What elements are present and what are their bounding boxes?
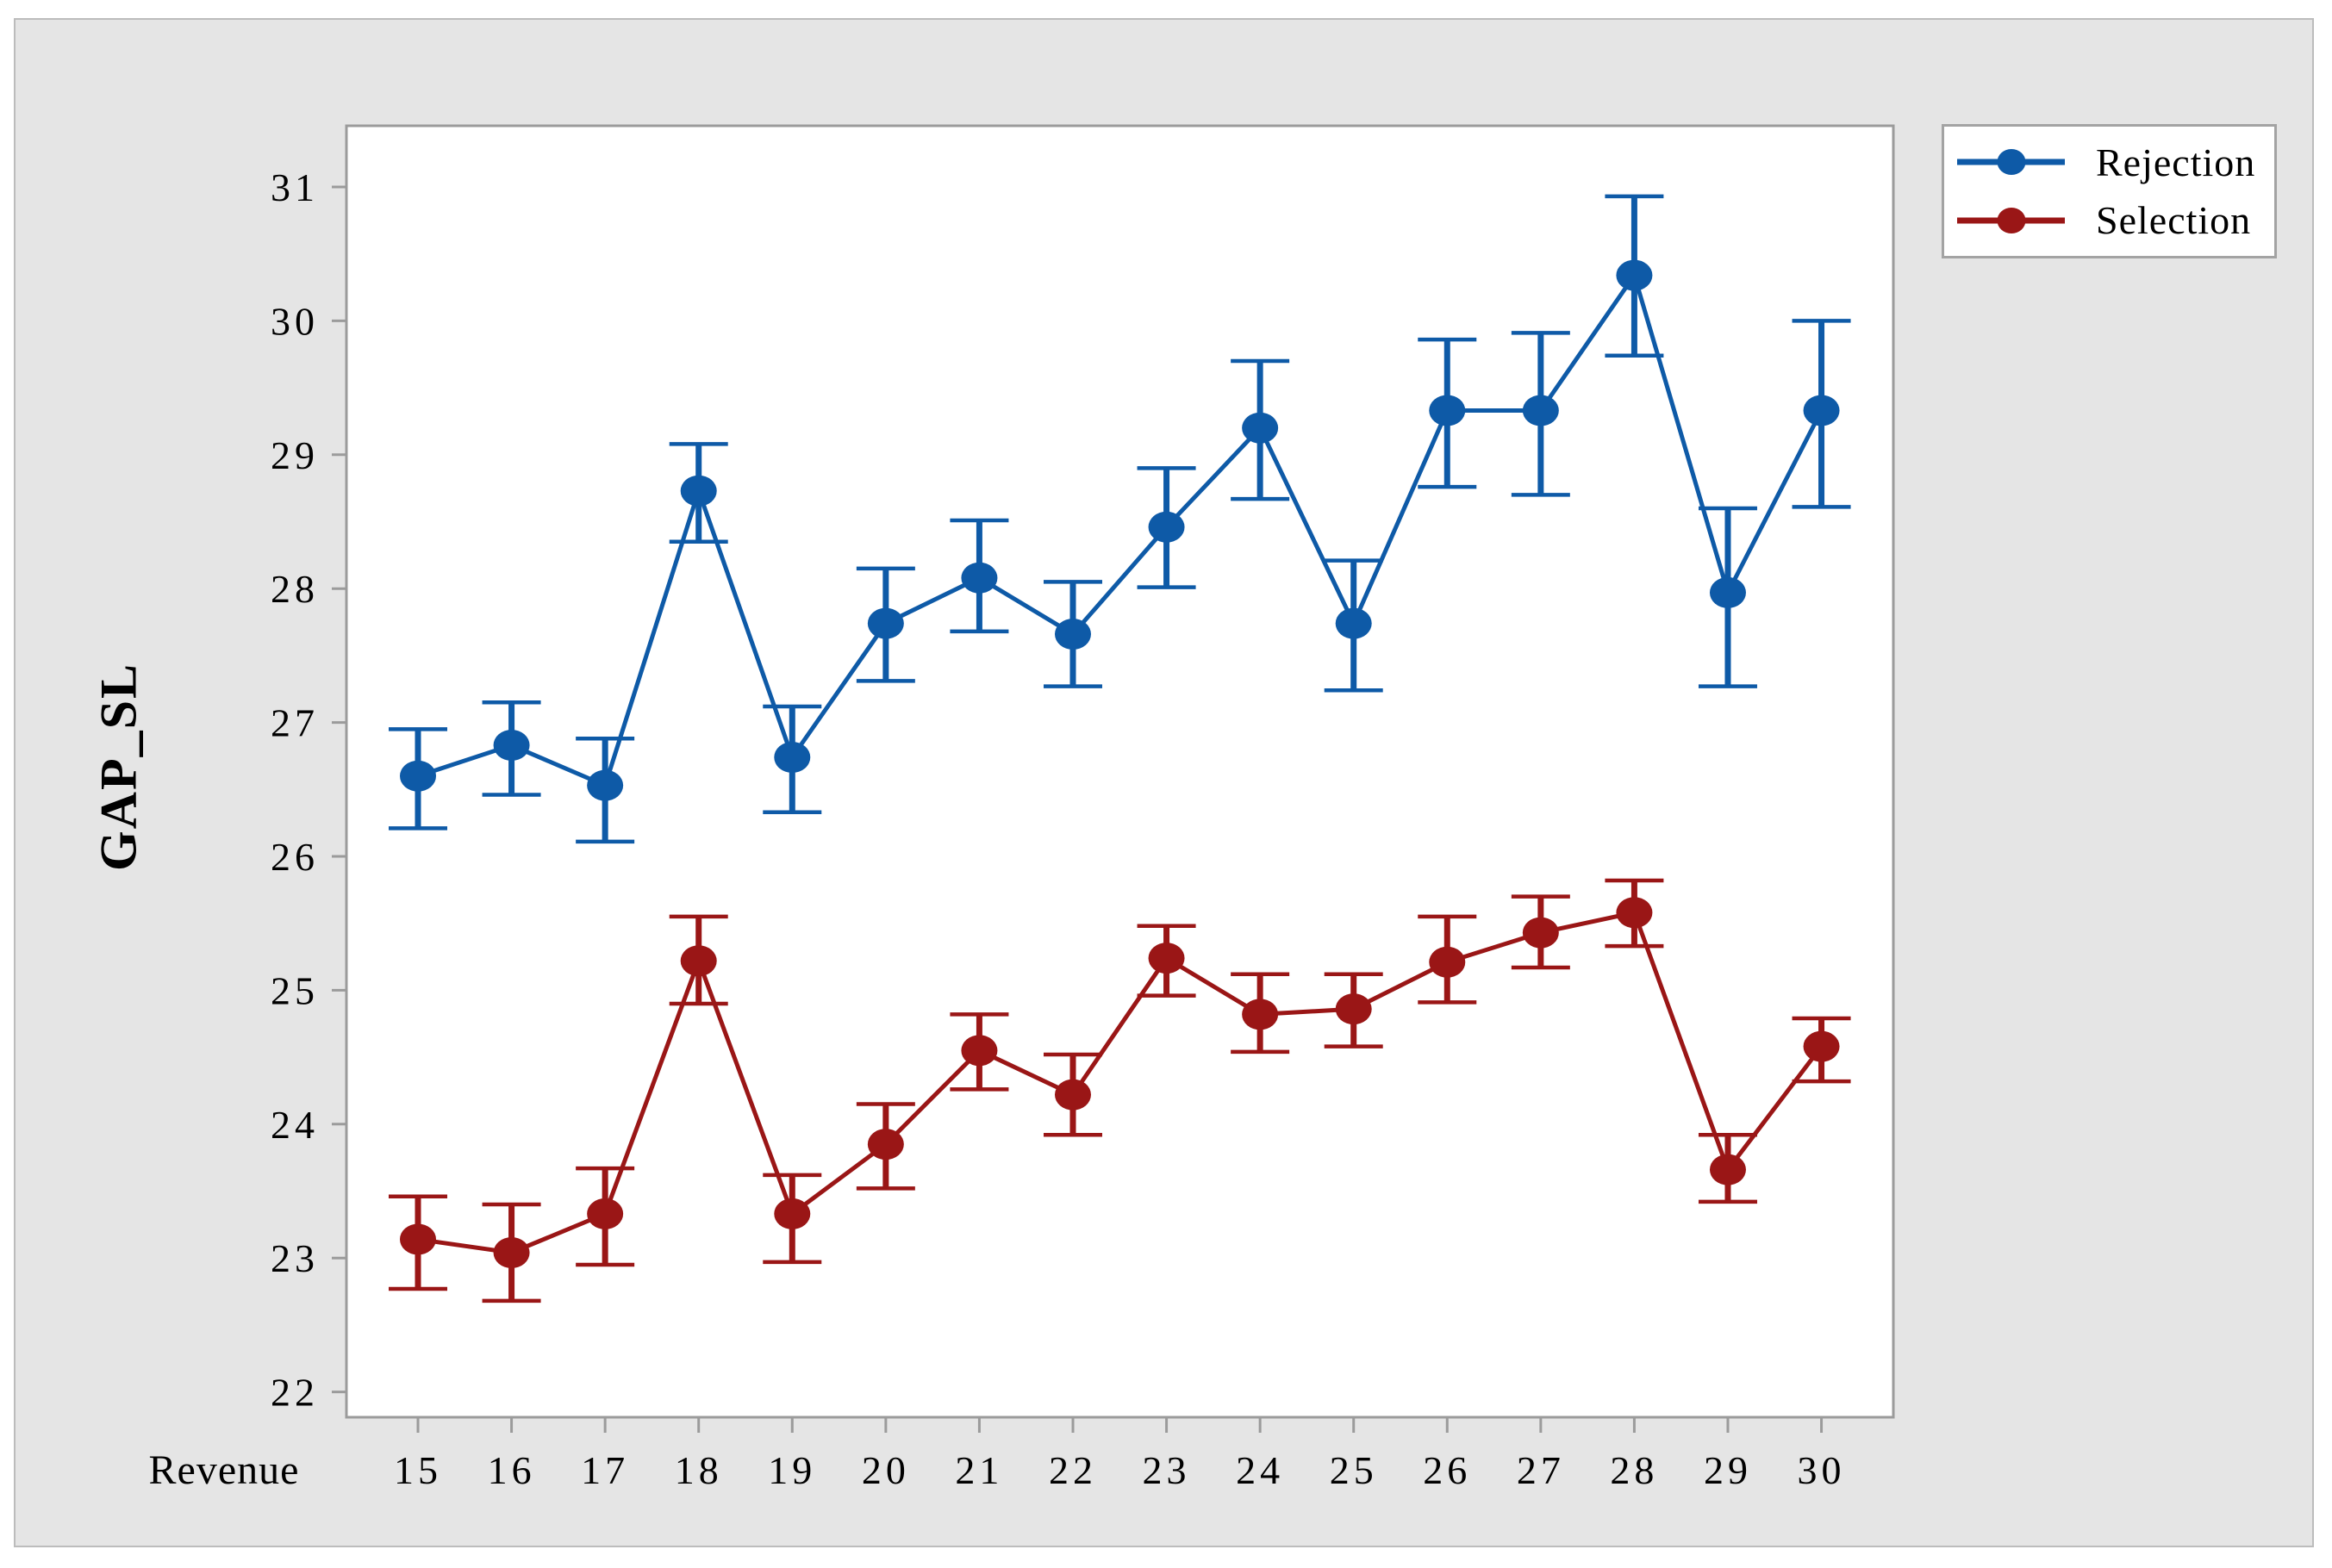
data-point-marker [1616, 897, 1653, 929]
y-axis-title: GAP_SL [90, 662, 147, 872]
data-point-marker [867, 1129, 904, 1160]
data-point-marker [1335, 607, 1372, 639]
data-point-marker [1803, 395, 1840, 426]
y-tick-label: 25 [271, 968, 319, 1012]
x-tick-label: 28 [1610, 1448, 1658, 1492]
y-tick-label: 26 [271, 835, 319, 879]
x-tick-label: 29 [1704, 1448, 1752, 1492]
data-point-marker [587, 769, 624, 801]
data-point-marker [1616, 259, 1653, 291]
data-point-marker [1242, 999, 1279, 1030]
legend-dot [1997, 149, 2025, 176]
x-tick-label: 17 [581, 1448, 629, 1492]
data-point-marker [493, 1236, 530, 1268]
x-tick-label: 27 [1517, 1448, 1565, 1492]
legend-label-rejection: Rejection [2096, 140, 2256, 184]
data-point-marker [587, 1198, 624, 1229]
data-point-marker [774, 1198, 811, 1229]
x-tick-label: 22 [1049, 1448, 1097, 1492]
data-point-marker [867, 607, 904, 639]
data-point-marker [400, 1223, 436, 1255]
x-tick-label: 19 [768, 1448, 816, 1492]
data-point-marker [1709, 1154, 1746, 1185]
rejection-line-dot-icon [1957, 146, 2065, 178]
data-point-marker [1803, 1030, 1840, 1062]
y-tick-label: 23 [271, 1236, 319, 1280]
x-tick-label: 24 [1236, 1448, 1284, 1492]
x-tick-label: 26 [1423, 1448, 1471, 1492]
y-tick-label: 29 [271, 433, 319, 477]
x-tick-label: 30 [1798, 1448, 1846, 1492]
y-tick-label: 30 [271, 299, 319, 343]
data-point-marker [1054, 1079, 1091, 1111]
y-tick-label: 28 [271, 567, 319, 611]
x-tick-label: 21 [955, 1448, 1003, 1492]
data-point-marker [680, 945, 717, 977]
data-point-marker [400, 760, 436, 792]
legend-item-selection: Selection [1957, 197, 2274, 243]
legend: Rejection Selection [1942, 124, 2277, 258]
x-tick-label: 25 [1330, 1448, 1378, 1492]
legend-item-rejection: Rejection [1957, 140, 2274, 185]
x-axis-title: Revenue [149, 1447, 300, 1493]
y-tick-label: 24 [271, 1103, 319, 1147]
data-point-marker [1429, 946, 1466, 978]
series-layer [389, 194, 1851, 1304]
data-point-marker [1522, 395, 1559, 426]
y-tick-label: 27 [271, 701, 319, 745]
data-point-marker [1709, 576, 1746, 608]
data-point-marker [774, 742, 811, 774]
y-tick-label: 31 [271, 165, 319, 209]
x-tick-label: 20 [862, 1448, 910, 1492]
data-point-marker [680, 475, 717, 507]
series-line [417, 270, 1824, 789]
data-point-marker [1148, 511, 1185, 543]
legend-dot [1997, 207, 2025, 233]
data-point-marker [1148, 943, 1185, 974]
data-point-marker [1522, 917, 1559, 949]
y-tick-label: 22 [271, 1371, 319, 1415]
legend-label-selection: Selection [2096, 198, 2252, 243]
x-tick-label: 16 [488, 1448, 536, 1492]
data-point-marker [1242, 412, 1279, 444]
x-tick-label: 23 [1143, 1448, 1191, 1492]
data-point-marker [493, 730, 530, 762]
data-point-marker [961, 562, 998, 594]
data-point-marker [1429, 395, 1466, 426]
data-point-marker [1335, 993, 1372, 1025]
series-rejection [389, 194, 1851, 844]
series-line [417, 910, 1824, 1255]
axes: 22 23 24 25 26 27 28 29 30 31 15 16 17 18 19 20 21 22 23 24… [149, 165, 1846, 1493]
x-tick-label: 15 [394, 1448, 442, 1492]
x-tick-label: 18 [675, 1448, 723, 1492]
data-point-marker [1054, 619, 1091, 650]
selection-line-dot-icon [1957, 204, 2065, 237]
data-point-marker [961, 1035, 998, 1067]
series-selection [389, 878, 1851, 1304]
